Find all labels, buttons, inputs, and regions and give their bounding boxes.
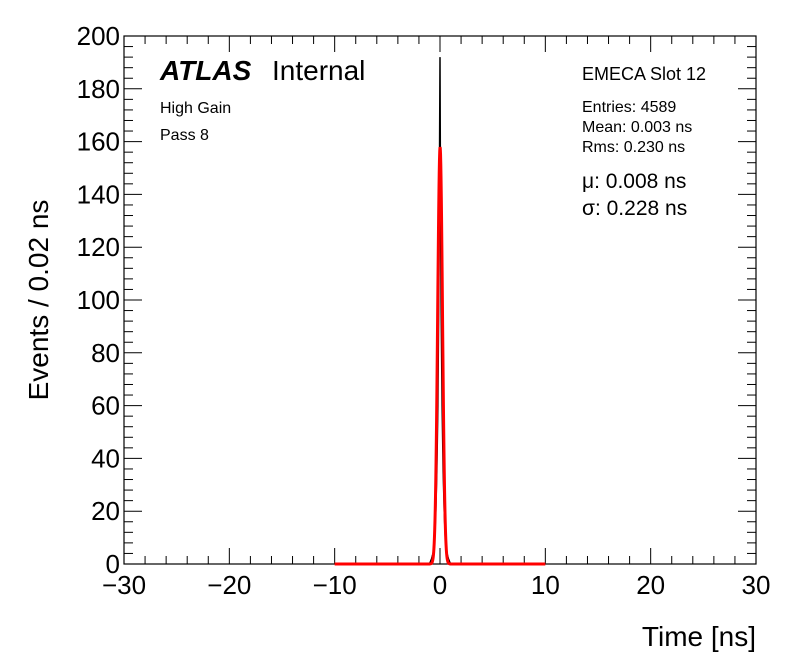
mean-stat: Mean: 0.003 ns <box>582 119 692 136</box>
y-tick-label: 160 <box>77 127 120 157</box>
x-tick-label: −20 <box>207 570 251 600</box>
histogram-series <box>428 57 452 565</box>
rms-stat: Rms: 0.230 ns <box>582 139 685 156</box>
x-tick-label: −10 <box>313 570 357 600</box>
plot-area <box>334 57 546 566</box>
x-tick-label: 20 <box>636 570 665 600</box>
x-tick-label: −30 <box>102 570 146 600</box>
y-tick-label: 40 <box>91 443 120 473</box>
gain-label: High Gain <box>160 100 231 117</box>
entries-stat: Entries: 4589 <box>582 99 676 116</box>
fit-sigma: σ: 0.228 ns <box>582 197 687 220</box>
x-tick-label: 10 <box>531 570 560 600</box>
gaussian-fit-curve <box>334 146 546 566</box>
y-tick-label: 120 <box>77 232 120 262</box>
fit-mu: μ: 0.008 ns <box>582 170 686 193</box>
x-tick-label: 0 <box>433 570 447 600</box>
y-axis-label: Events / 0.02 ns <box>23 200 54 401</box>
pass-label: Pass 8 <box>160 127 209 144</box>
y-tick-label: 140 <box>77 179 120 209</box>
axis-ticks <box>123 35 757 565</box>
y-tick-label: 0 <box>106 549 120 579</box>
y-tick-label: 200 <box>77 21 120 51</box>
internal-label: Internal <box>272 55 365 86</box>
y-tick-label: 60 <box>91 391 120 421</box>
atlas-label: ATLAS <box>159 55 252 86</box>
y-tick-label: 180 <box>77 74 120 104</box>
y-tick-label: 100 <box>77 285 120 315</box>
slot-label: EMECA Slot 12 <box>582 64 706 84</box>
x-axis-label: Time [ns] <box>642 621 756 652</box>
y-tick-label: 80 <box>91 338 120 368</box>
y-tick-label: 20 <box>91 496 120 526</box>
axis-tick-labels: −30 −20 −10 0 10 20 30 0 20 40 60 80 100 120 140 160 180… <box>77 21 771 600</box>
x-tick-label: 30 <box>742 570 771 600</box>
